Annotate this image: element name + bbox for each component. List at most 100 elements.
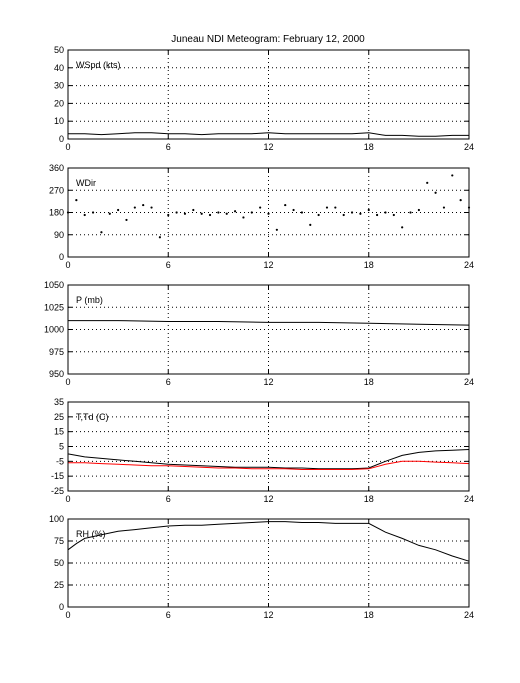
data-point [242,216,245,219]
y-tick-label: 1025 [44,302,64,312]
data-point [367,208,370,212]
data-point [342,213,345,217]
panel-4: -25 -15 -5 5 15 25 35 0 6 12 18 24 T,Td (C) [51,397,474,504]
data-point [133,206,136,209]
x-tick-label: 24 [464,494,474,504]
data-point [91,211,95,214]
series-line-1 [67,449,470,470]
data-point [409,211,412,214]
y-tick-label: 10 [54,116,64,126]
panel-label: T,Td (C) [76,412,109,422]
x-tick-label: 0 [65,610,70,620]
data-point [75,199,78,202]
data-point [108,212,111,215]
x-tick-label: 12 [263,260,273,270]
data-point [292,208,295,212]
y-tick-label: 0 [59,602,64,612]
x-tick-label: 0 [65,260,70,270]
data-point [167,213,170,217]
series-line-1 [68,132,469,137]
x-tick-label: 18 [364,260,374,270]
data-point [175,211,178,214]
y-tick-label: -25 [51,486,64,496]
y-tick-label: 1050 [44,280,64,290]
x-tick-label: 0 [65,142,70,152]
y-tick-label: 15 [54,427,64,437]
plot-frame [67,284,470,375]
y-tick-label: 0 [59,134,64,144]
plot-frame [67,401,470,492]
data-point [208,213,212,217]
data-point [350,211,354,214]
x-tick-label: 0 [65,494,70,504]
y-tick-label: 30 [54,81,64,91]
data-point [267,212,270,215]
plot-frame [67,49,470,140]
x-tick-label: 0 [65,377,70,387]
x-tick-label: 24 [464,377,474,387]
data-point [83,213,86,217]
x-tick-label: 6 [166,494,171,504]
x-tick-label: 12 [263,142,273,152]
y-tick-label: 20 [54,98,64,108]
panel-label: WDir [76,178,96,188]
y-tick-label: 35 [54,397,64,407]
data-point [150,206,153,209]
data-point [225,212,228,215]
data-point [376,213,379,217]
data-point [100,231,103,234]
x-tick-label: 18 [364,377,374,387]
data-point [233,210,237,213]
data-point [158,236,161,239]
data-point [392,213,395,217]
y-tick-label: 25 [54,580,64,590]
data-point [334,206,337,209]
series-line-1 [67,521,470,562]
y-tick-label: 40 [54,63,64,73]
panel-1: 0 10 20 30 40 50 0 6 12 18 24 WSpd (kts) [54,45,474,152]
y-tick-label: 270 [49,185,64,195]
data-point [275,228,278,231]
y-tick-label: 180 [49,208,64,218]
plot-frame [67,518,470,608]
x-tick-label: 6 [166,142,171,152]
x-tick-label: 12 [263,610,273,620]
panel-label: RH (%) [76,529,106,539]
data-point [217,211,220,214]
x-tick-label: 24 [464,260,474,270]
data-point [117,208,120,212]
data-point [192,208,195,212]
panel-3: 950 975 1000 1025 1050 0 6 12 18 24 P (mb) [44,280,474,387]
data-point [183,212,187,215]
data-point [300,211,304,214]
data-point [401,226,404,229]
data-point [451,174,454,177]
y-tick-label: 5 [59,442,64,452]
x-tick-label: 6 [166,377,171,387]
data-point [125,218,128,222]
x-tick-label: 12 [263,377,273,387]
x-tick-label: 18 [364,142,374,152]
panel-label: P (mb) [76,295,103,305]
panel-2: 0 90 180 270 360 0 6 12 18 24 WDir [49,163,474,270]
x-tick-label: 12 [263,494,273,504]
y-tick-label: 75 [54,536,64,546]
x-tick-label: 6 [166,610,171,620]
data-point [142,203,145,207]
x-tick-label: 18 [364,610,374,620]
y-tick-label: 0 [59,252,64,262]
series-line-1 [68,320,470,326]
y-tick-label: 50 [54,45,64,55]
data-point [359,212,362,215]
data-point [284,203,287,207]
y-tick-label: 25 [54,412,64,422]
data-point [384,211,387,214]
x-tick-label: 18 [364,494,374,504]
data-point [250,211,253,214]
plot-frame [67,167,470,258]
series-line-2 [68,460,470,470]
panel-5: 0 25 50 75 100 0 6 12 18 24 RH (%) [49,514,474,620]
y-tick-label: 1000 [44,325,64,335]
data-point [325,206,329,209]
